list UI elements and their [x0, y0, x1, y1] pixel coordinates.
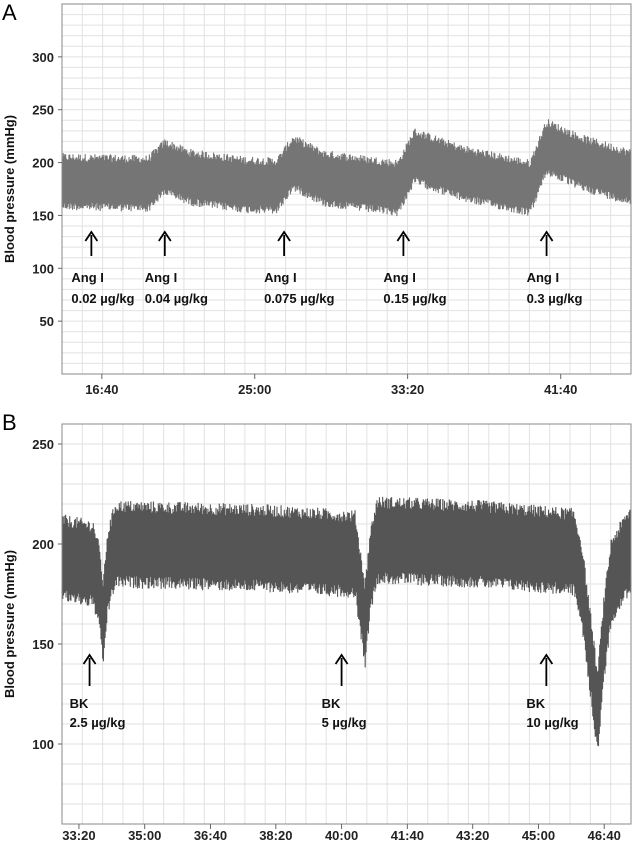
- panel-a-plot-frame: [61, 3, 632, 375]
- annotation-dose-label: 0.04 µg/kg: [145, 291, 208, 306]
- arrow-head-icon: [82, 653, 97, 665]
- x-tick-label: 36:40: [194, 828, 227, 843]
- panel-b-letter: B: [2, 410, 17, 435]
- panel-b-y-axis-label: Blood pressure (mmHg): [2, 550, 17, 698]
- y-tick-label: 150: [32, 637, 54, 652]
- annotation-dose-label: 0.02 µg/kg: [71, 291, 134, 306]
- annotation-agent-label: BK: [322, 696, 341, 711]
- blood-pressure-trace: [61, 119, 632, 217]
- panel-a-trace: [61, 119, 632, 217]
- panel-b-x-ticks: 33:20 35:00 36:40 38:20 40:00 41:40 43:20 45:00…: [62, 824, 621, 843]
- arrow-head-icon: [334, 653, 349, 665]
- annotation-agent-label: Ang I: [383, 270, 416, 285]
- annotation-agent-label: Ang I: [71, 270, 104, 285]
- x-tick-label: 38:20: [259, 828, 292, 843]
- arrow-head-icon: [158, 230, 172, 242]
- panel-b: B 100 150 200 250 33:20 35:00 36:40 38:20 40:00…: [2, 410, 632, 843]
- panel-b-annotations: BK 2.5 µg/kg BK 5 µg/kg BK 10 µg/kg: [70, 653, 579, 730]
- annotation-dose-label: 0.15 µg/kg: [383, 291, 446, 306]
- blood-pressure-trace: [61, 496, 632, 747]
- y-tick-label: 50: [40, 314, 54, 329]
- annotation-agent-label: Ang I: [527, 270, 560, 285]
- x-tick-label: 41:40: [544, 382, 577, 397]
- x-tick-label: 16:40: [85, 382, 118, 397]
- x-tick-label: 40:00: [325, 828, 358, 843]
- x-tick-label: 43:20: [456, 828, 489, 843]
- panel-b-trace: [61, 496, 632, 747]
- panel-a: A 50 100 150 200 250 300 16:40 25:00 33:20 41:40…: [2, 0, 632, 397]
- y-tick-label: 200: [32, 537, 54, 552]
- x-tick-label: 41:40: [391, 828, 424, 843]
- annotation-agent-label: BK: [526, 696, 545, 711]
- panel-a-y-ticks: 50 100 150 200 250 300: [32, 50, 62, 329]
- arrow-head-icon: [539, 230, 554, 242]
- panel-a-annotations: Ang I 0.02 µg/kg Ang I 0.04 µg/kg Ang I 0.075…: [71, 230, 583, 306]
- x-tick-label: 46:40: [588, 828, 621, 843]
- y-tick-label: 250: [32, 103, 54, 118]
- arrow-head-icon: [396, 230, 411, 242]
- y-tick-label: 250: [32, 437, 54, 452]
- y-tick-label: 200: [32, 156, 54, 171]
- annotation-dose-label: 5 µg/kg: [322, 715, 367, 730]
- arrow-head-icon: [277, 230, 291, 242]
- panel-a-letter: A: [2, 0, 17, 25]
- annotation-agent-label: BK: [70, 696, 89, 711]
- annotation-agent-label: Ang I: [264, 270, 297, 285]
- y-tick-label: 150: [32, 208, 54, 223]
- x-tick-label: 33:20: [62, 828, 95, 843]
- x-tick-label: 35:00: [128, 828, 161, 843]
- annotation-dose-label: 2.5 µg/kg: [70, 715, 126, 730]
- panel-a-y-axis-label: Blood pressure (mmHg): [2, 115, 17, 263]
- y-tick-label: 300: [32, 50, 54, 65]
- annotation-agent-label: Ang I: [145, 270, 178, 285]
- x-tick-label: 33:20: [391, 382, 424, 397]
- panel-b-grid: [62, 424, 631, 824]
- annotation-dose-label: 0.3 µg/kg: [527, 291, 583, 306]
- y-tick-label: 100: [32, 737, 54, 752]
- panel-b-plot-frame: [61, 423, 632, 825]
- panel-b-y-ticks: 100 150 200 250: [32, 437, 62, 752]
- annotation-dose-label: 10 µg/kg: [526, 715, 578, 730]
- arrow-head-icon: [539, 653, 554, 665]
- annotation-dose-label: 0.075 µg/kg: [264, 291, 334, 306]
- panel-a-x-ticks: 16:40 25:00 33:20 41:40: [85, 374, 577, 397]
- x-tick-label: 25:00: [238, 382, 271, 397]
- x-tick-label: 45:00: [522, 828, 555, 843]
- arrow-head-icon: [84, 230, 99, 242]
- y-tick-label: 100: [32, 261, 54, 276]
